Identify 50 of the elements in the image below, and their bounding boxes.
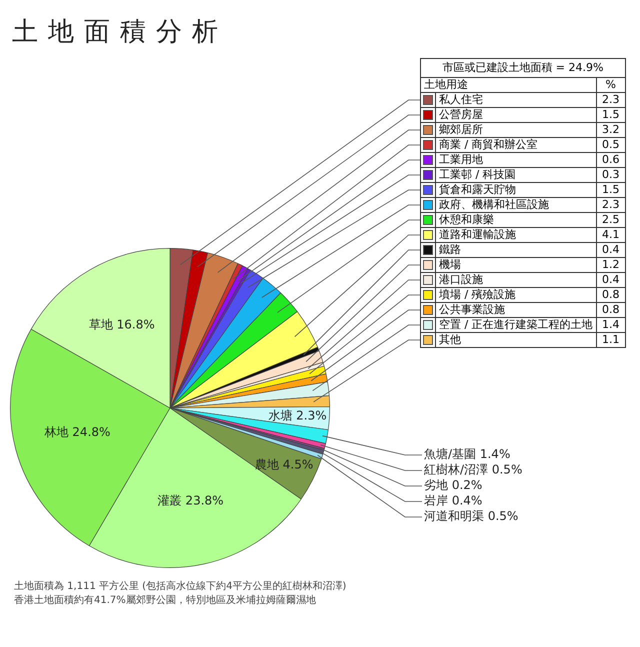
legend-label: 私人住宅 <box>436 92 596 108</box>
data-label: 3.2 <box>596 122 626 138</box>
text: 香港土地面積約有41.7%屬郊野公園，特別地區及米埔拉姆薩爾濕地 <box>14 595 316 606</box>
slice-label: 紅樹林/沼澤 0.5% <box>424 462 522 477</box>
slice-label: 灌叢 23.8% <box>158 494 224 508</box>
data-label: 0.5 <box>596 138 626 152</box>
slice-label: 劣地 0.2% <box>424 478 482 492</box>
data-label: 2.3 <box>596 92 626 108</box>
slice-label: 河道和明渠 0.5% <box>424 509 518 524</box>
text: 土地面積為 1,111 平方公里 (包括高水位線下約4平方公里的紅樹林和沼澤) <box>14 581 346 592</box>
legend-label: 港口設施 <box>436 272 596 288</box>
data-label: 0.8 <box>596 302 626 318</box>
data-label: 1.1 <box>596 332 626 348</box>
data-label: 0.3 <box>596 168 626 182</box>
legend-label: 墳場 / 殯殮設施 <box>436 288 596 302</box>
data-label: 2.3 <box>596 198 626 212</box>
legend-label: 其他 <box>436 332 596 348</box>
slice-label: 水塘 2.3% <box>268 408 327 422</box>
slice-label: 魚塘/基圍 1.4% <box>424 447 510 462</box>
legend-label: 機場 <box>436 258 596 272</box>
text: % <box>596 78 626 92</box>
data-label: 1.2 <box>596 258 626 272</box>
chart-title: 土地面積分析 <box>12 16 228 49</box>
slice-label: 草地 16.8% <box>88 317 155 332</box>
slice-label: 林地 24.8% <box>43 424 110 439</box>
legend-label: 商業 / 商貿和辦公室 <box>436 138 596 152</box>
data-label: 0.4 <box>596 242 626 258</box>
slice-label: 岩岸 0.4% <box>424 494 482 508</box>
legend-label: 工業用地 <box>436 152 596 168</box>
legend-label: 工業邨 / 科技園 <box>436 168 596 182</box>
slice-label: 農地 4.5% <box>254 458 314 472</box>
data-label: 0.8 <box>596 288 626 302</box>
text: 土地用途 <box>420 78 596 92</box>
legend-label: 公共事業設施 <box>436 302 596 318</box>
legend-label: 休憩和康樂 <box>436 212 596 228</box>
legend-label: 貨倉和露天貯物 <box>436 182 596 198</box>
data-label: 1.4 <box>596 318 626 332</box>
data-label: 2.5 <box>596 212 626 228</box>
data-label: 0.4 <box>596 272 626 288</box>
legend-label: 空置 / 正在進行建築工程的土地 <box>436 318 596 332</box>
legend-label: 鄉郊居所 <box>436 122 596 138</box>
legend-label: 道路和運輸設施 <box>436 228 596 242</box>
legend-title: 市區或已建設土地面積 = 24.9% <box>420 58 626 78</box>
legend-label: 政府、機構和社區設施 <box>436 198 596 212</box>
legend-label: 鐵路 <box>436 242 596 258</box>
data-label: 0.6 <box>596 152 626 168</box>
data-label: 1.5 <box>596 182 626 198</box>
data-label: 4.1 <box>596 228 626 242</box>
legend-label: 公營房屋 <box>436 108 596 122</box>
data-label: 1.5 <box>596 108 626 122</box>
